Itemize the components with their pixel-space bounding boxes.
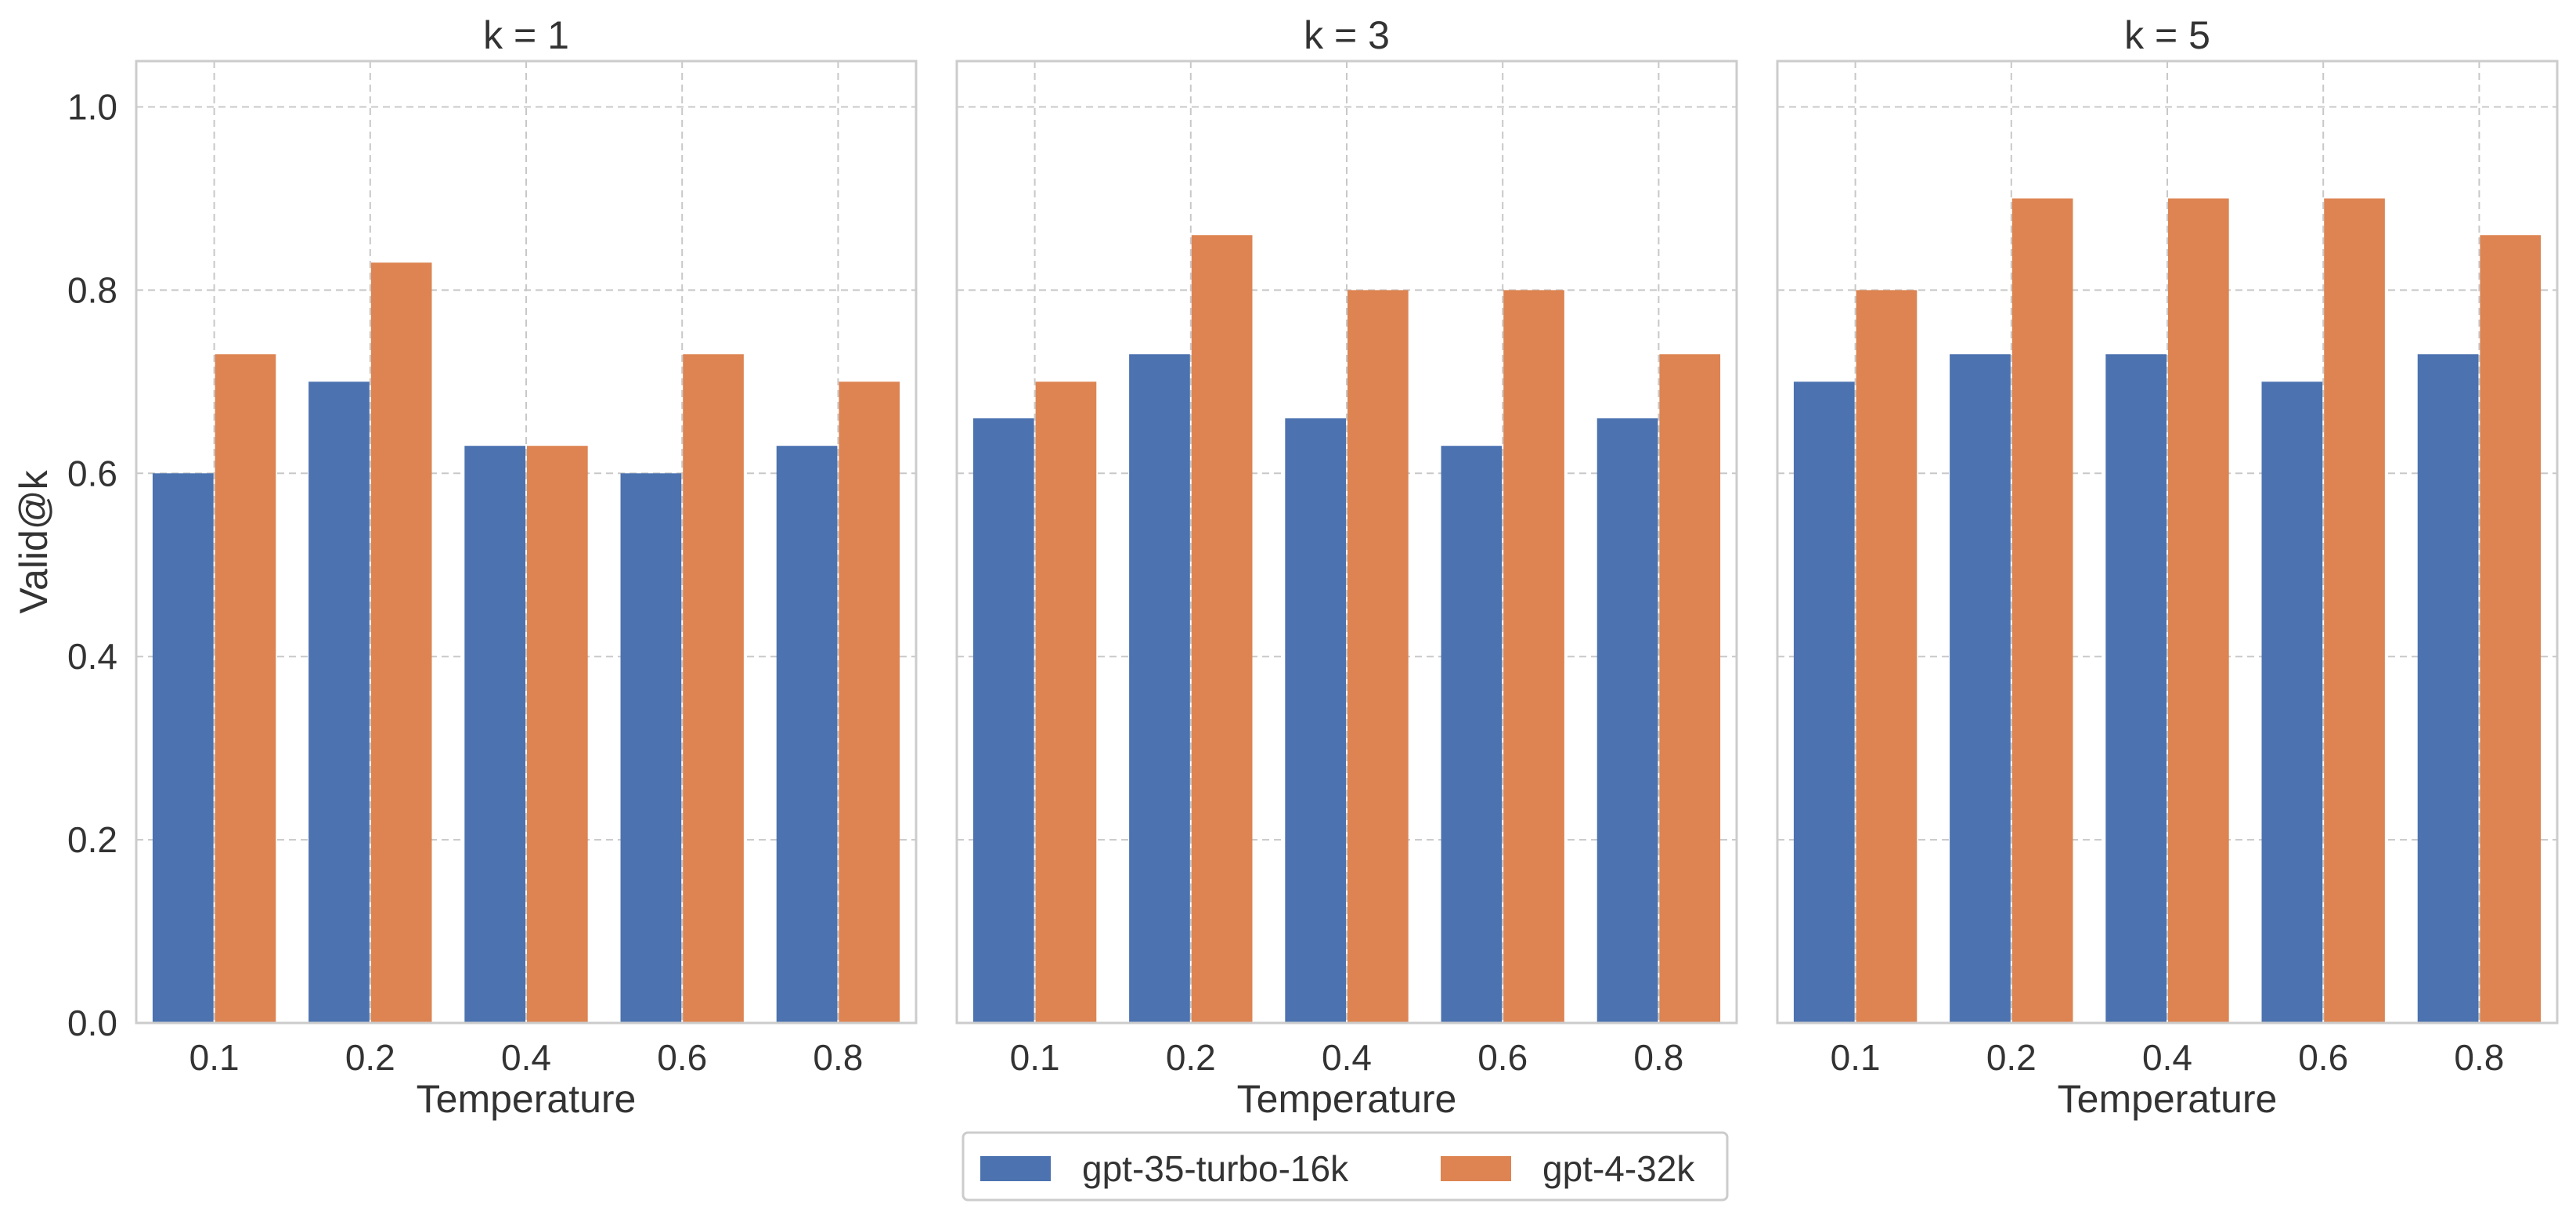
x-tick-label: 0.8: [813, 1037, 863, 1078]
x-tick-label: 0.1: [189, 1037, 240, 1078]
bar-gpt4-0.6: [2324, 198, 2385, 1023]
legend-label-1: gpt-35-turbo-16k: [1082, 1148, 1349, 1189]
x-tick-label: 0.8: [1633, 1037, 1683, 1078]
bar-gpt4-0.2: [1191, 235, 1253, 1023]
x-tick-label: 0.6: [657, 1037, 707, 1078]
bar-gpt4-0.6: [1503, 290, 1564, 1023]
bar-gpt35-0.1: [1793, 381, 1855, 1023]
y-tick-label: 0.2: [67, 819, 117, 860]
y-axis-label: Valid@k: [12, 469, 56, 613]
bar-gpt4-0.6: [683, 354, 744, 1023]
panel-title-1: k = 1: [483, 13, 569, 57]
x-tick-label: 0.4: [1322, 1037, 1372, 1078]
y-tick-label: 0.8: [67, 269, 117, 310]
x-tick-label: 0.6: [2298, 1037, 2348, 1078]
bar-gpt35-0.1: [972, 418, 1034, 1023]
plot-frame-3: [1776, 60, 2559, 1025]
x-tick-label: 0.1: [1010, 1037, 1060, 1078]
bar-gpt35-0.6: [620, 473, 682, 1023]
x-tick-label: 0.4: [501, 1037, 551, 1078]
bar-gpt4-0.2: [2011, 198, 2073, 1023]
bar-gpt4-0.1: [1856, 290, 1918, 1023]
panel-title-2: k = 3: [1304, 13, 1390, 57]
bar-gpt35-0.2: [1129, 354, 1190, 1023]
legend-box: [961, 1131, 1729, 1202]
x-axis-label: Temperature: [2058, 1077, 2278, 1121]
x-tick-label: 0.1: [1831, 1037, 1881, 1078]
x-tick-label: 0.2: [1986, 1037, 2037, 1078]
x-tick-label: 0.2: [345, 1037, 395, 1078]
x-tick-label: 0.2: [1166, 1037, 1216, 1078]
bar-gpt35-0.1: [152, 473, 214, 1023]
bar-gpt35-0.4: [464, 446, 525, 1023]
bar-gpt35-0.8: [776, 446, 838, 1023]
bar-gpt35-0.6: [2261, 381, 2323, 1023]
x-tick-label: 0.8: [2454, 1037, 2504, 1078]
bar-gpt35-0.8: [2417, 354, 2479, 1023]
bar-gpt4-0.4: [527, 446, 588, 1023]
y-tick-label: 0.4: [67, 636, 117, 677]
panel-title-3: k = 5: [2124, 13, 2210, 57]
bar-gpt4-0.8: [2480, 235, 2542, 1023]
bar-gpt4-0.4: [1348, 290, 1409, 1023]
bar-gpt35-0.2: [308, 381, 370, 1023]
bar-gpt35-0.2: [1950, 354, 2011, 1023]
bar-gpt35-0.4: [2105, 354, 2167, 1023]
bar-gpt4-0.4: [2168, 198, 2229, 1023]
bar-gpt35-0.6: [1441, 446, 1503, 1023]
legend-swatch-1: [980, 1156, 1051, 1181]
x-axis-label: Temperature: [1237, 1077, 1457, 1121]
y-tick-label: 0.6: [67, 453, 117, 493]
legend-swatch-2: [1441, 1156, 1511, 1181]
plot-frame-1: [135, 60, 918, 1025]
x-tick-label: 0.4: [2142, 1037, 2192, 1078]
bar-gpt4-0.1: [1035, 381, 1097, 1023]
bar-gpt4-0.1: [215, 354, 276, 1023]
bar-gpt4-0.8: [1659, 354, 1721, 1023]
bar-gpt35-0.4: [1285, 418, 1346, 1023]
bar-gpt35-0.8: [1596, 418, 1658, 1023]
bar-gpt4-0.2: [370, 262, 432, 1023]
plot-frame-2: [955, 60, 1738, 1025]
x-tick-label: 0.6: [1477, 1037, 1528, 1078]
x-axis-label: Temperature: [417, 1077, 637, 1121]
y-tick-label: 1.0: [67, 86, 117, 127]
legend-label-2: gpt-4-32k: [1542, 1148, 1695, 1189]
bar-gpt4-0.8: [839, 381, 900, 1023]
y-tick-label: 0.0: [67, 1003, 117, 1043]
